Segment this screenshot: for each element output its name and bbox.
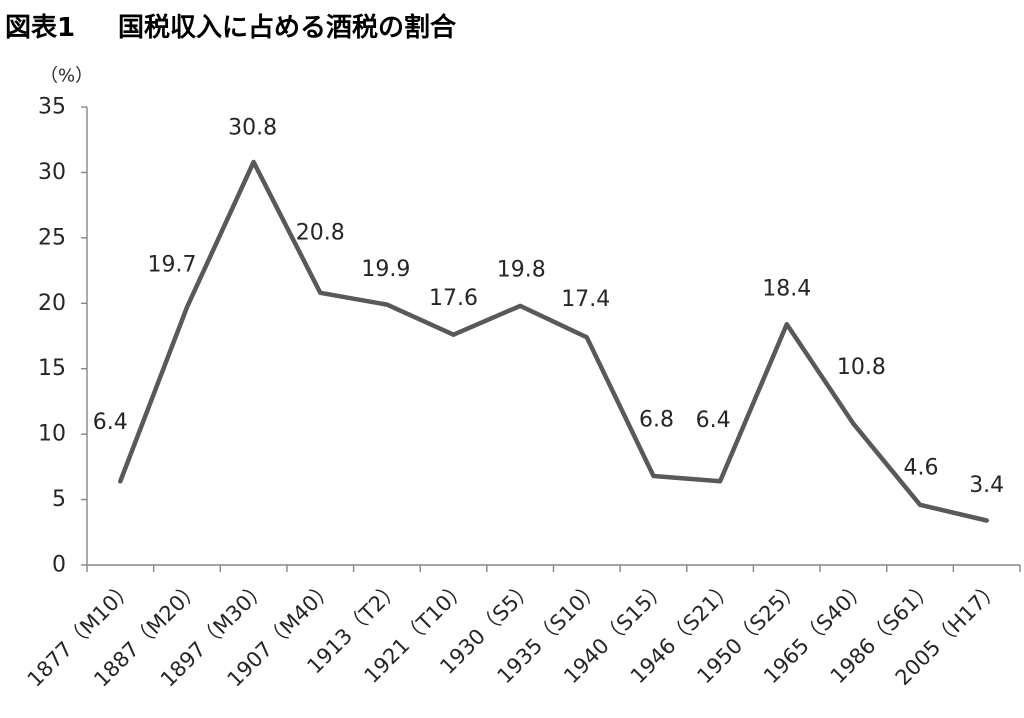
y-tick-label: 35 [38, 95, 66, 120]
data-point [318, 290, 323, 295]
data-label: 3.4 [969, 473, 1004, 498]
plot-area: 0 5 10 15 20 25 30 35 1877（M10）1887（M20）1897（M3… [23, 95, 1021, 692]
data-point [651, 474, 656, 478]
y-tick-label: 15 [38, 356, 66, 381]
data-label: 19.7 [148, 253, 197, 278]
x-axis: 1877（M10）1887（M20）1897（M30）1907（M40）1913… [23, 564, 1021, 692]
data-point [584, 335, 589, 340]
data-point [451, 332, 456, 337]
y-axis: 0 5 10 15 20 25 30 35 [38, 95, 88, 578]
figure-label: 図表1 [5, 13, 75, 43]
series-line [118, 159, 989, 523]
data-label: 10.8 [837, 355, 886, 380]
y-tick-label: 30 [38, 160, 66, 185]
y-tick-label: 0 [52, 553, 66, 578]
data-point [518, 303, 523, 308]
data-point [918, 502, 922, 507]
data-point [118, 479, 123, 484]
data-point [718, 479, 723, 484]
data-label: 30.8 [228, 116, 277, 141]
y-axis-unit-label: （%） [40, 66, 93, 87]
data-labels-group: 6.4 19.7 30.8 20.8 19.9 17.6 19.8 17.4 6.8 6.4 18.… [93, 116, 1004, 499]
series-group [118, 159, 989, 523]
data-label: 19.8 [497, 257, 546, 282]
data-label: 17.6 [429, 286, 478, 311]
y-tick-label: 20 [38, 291, 66, 316]
data-point [784, 322, 789, 327]
data-label: 6.4 [93, 410, 128, 435]
data-label: 6.8 [639, 408, 674, 433]
data-label: 18.4 [762, 277, 811, 302]
data-point [251, 160, 256, 164]
y-tick-label: 5 [52, 487, 66, 512]
y-tick-label: 25 [38, 225, 66, 250]
data-point [185, 305, 189, 310]
data-point [851, 421, 856, 426]
data-point [984, 518, 989, 523]
y-tick-label: 10 [38, 422, 66, 447]
chart-title: 国税収入に占める酒税の割合 [118, 12, 457, 43]
data-label: 19.9 [361, 257, 410, 282]
data-label: 17.4 [561, 287, 610, 312]
data-point [384, 302, 389, 307]
data-label: 6.4 [696, 408, 731, 433]
data-label: 20.8 [296, 220, 345, 245]
data-label: 4.6 [904, 455, 939, 480]
